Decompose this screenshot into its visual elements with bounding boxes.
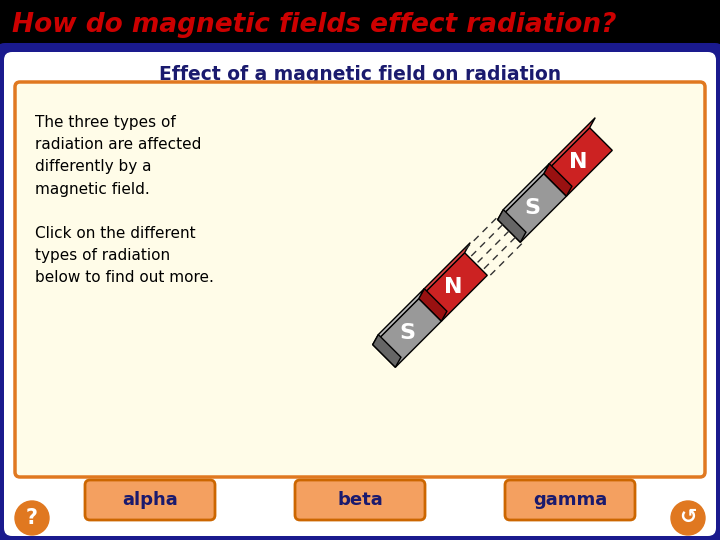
- Polygon shape: [373, 288, 424, 345]
- Text: gamma: gamma: [533, 491, 607, 509]
- Text: Effect of a magnetic field on radiation: Effect of a magnetic field on radiation: [159, 65, 561, 84]
- Text: The three types of
radiation are affected
differently by a
magnetic field.

Clic: The three types of radiation are affecte…: [35, 115, 214, 286]
- Polygon shape: [419, 288, 447, 321]
- Text: N: N: [569, 152, 588, 172]
- Text: S: S: [524, 198, 540, 218]
- Polygon shape: [498, 174, 567, 242]
- Polygon shape: [498, 164, 549, 220]
- FancyBboxPatch shape: [85, 480, 215, 520]
- Text: S: S: [399, 323, 415, 343]
- Circle shape: [15, 501, 49, 535]
- Text: beta: beta: [337, 491, 383, 509]
- Text: ?: ?: [26, 508, 38, 528]
- Polygon shape: [373, 335, 401, 367]
- Polygon shape: [419, 253, 487, 321]
- FancyBboxPatch shape: [15, 82, 705, 477]
- Text: N: N: [444, 277, 462, 297]
- Polygon shape: [544, 118, 595, 174]
- Text: ↺: ↺: [679, 507, 697, 527]
- FancyBboxPatch shape: [0, 0, 720, 50]
- Polygon shape: [419, 242, 470, 299]
- FancyBboxPatch shape: [505, 480, 635, 520]
- Polygon shape: [544, 164, 572, 197]
- Polygon shape: [373, 299, 441, 367]
- Polygon shape: [498, 210, 526, 242]
- Text: How do magnetic fields effect radiation?: How do magnetic fields effect radiation?: [12, 12, 616, 38]
- Polygon shape: [544, 128, 612, 197]
- Text: alpha: alpha: [122, 491, 178, 509]
- FancyBboxPatch shape: [4, 52, 716, 536]
- FancyBboxPatch shape: [295, 480, 425, 520]
- Circle shape: [671, 501, 705, 535]
- FancyBboxPatch shape: [0, 43, 720, 540]
